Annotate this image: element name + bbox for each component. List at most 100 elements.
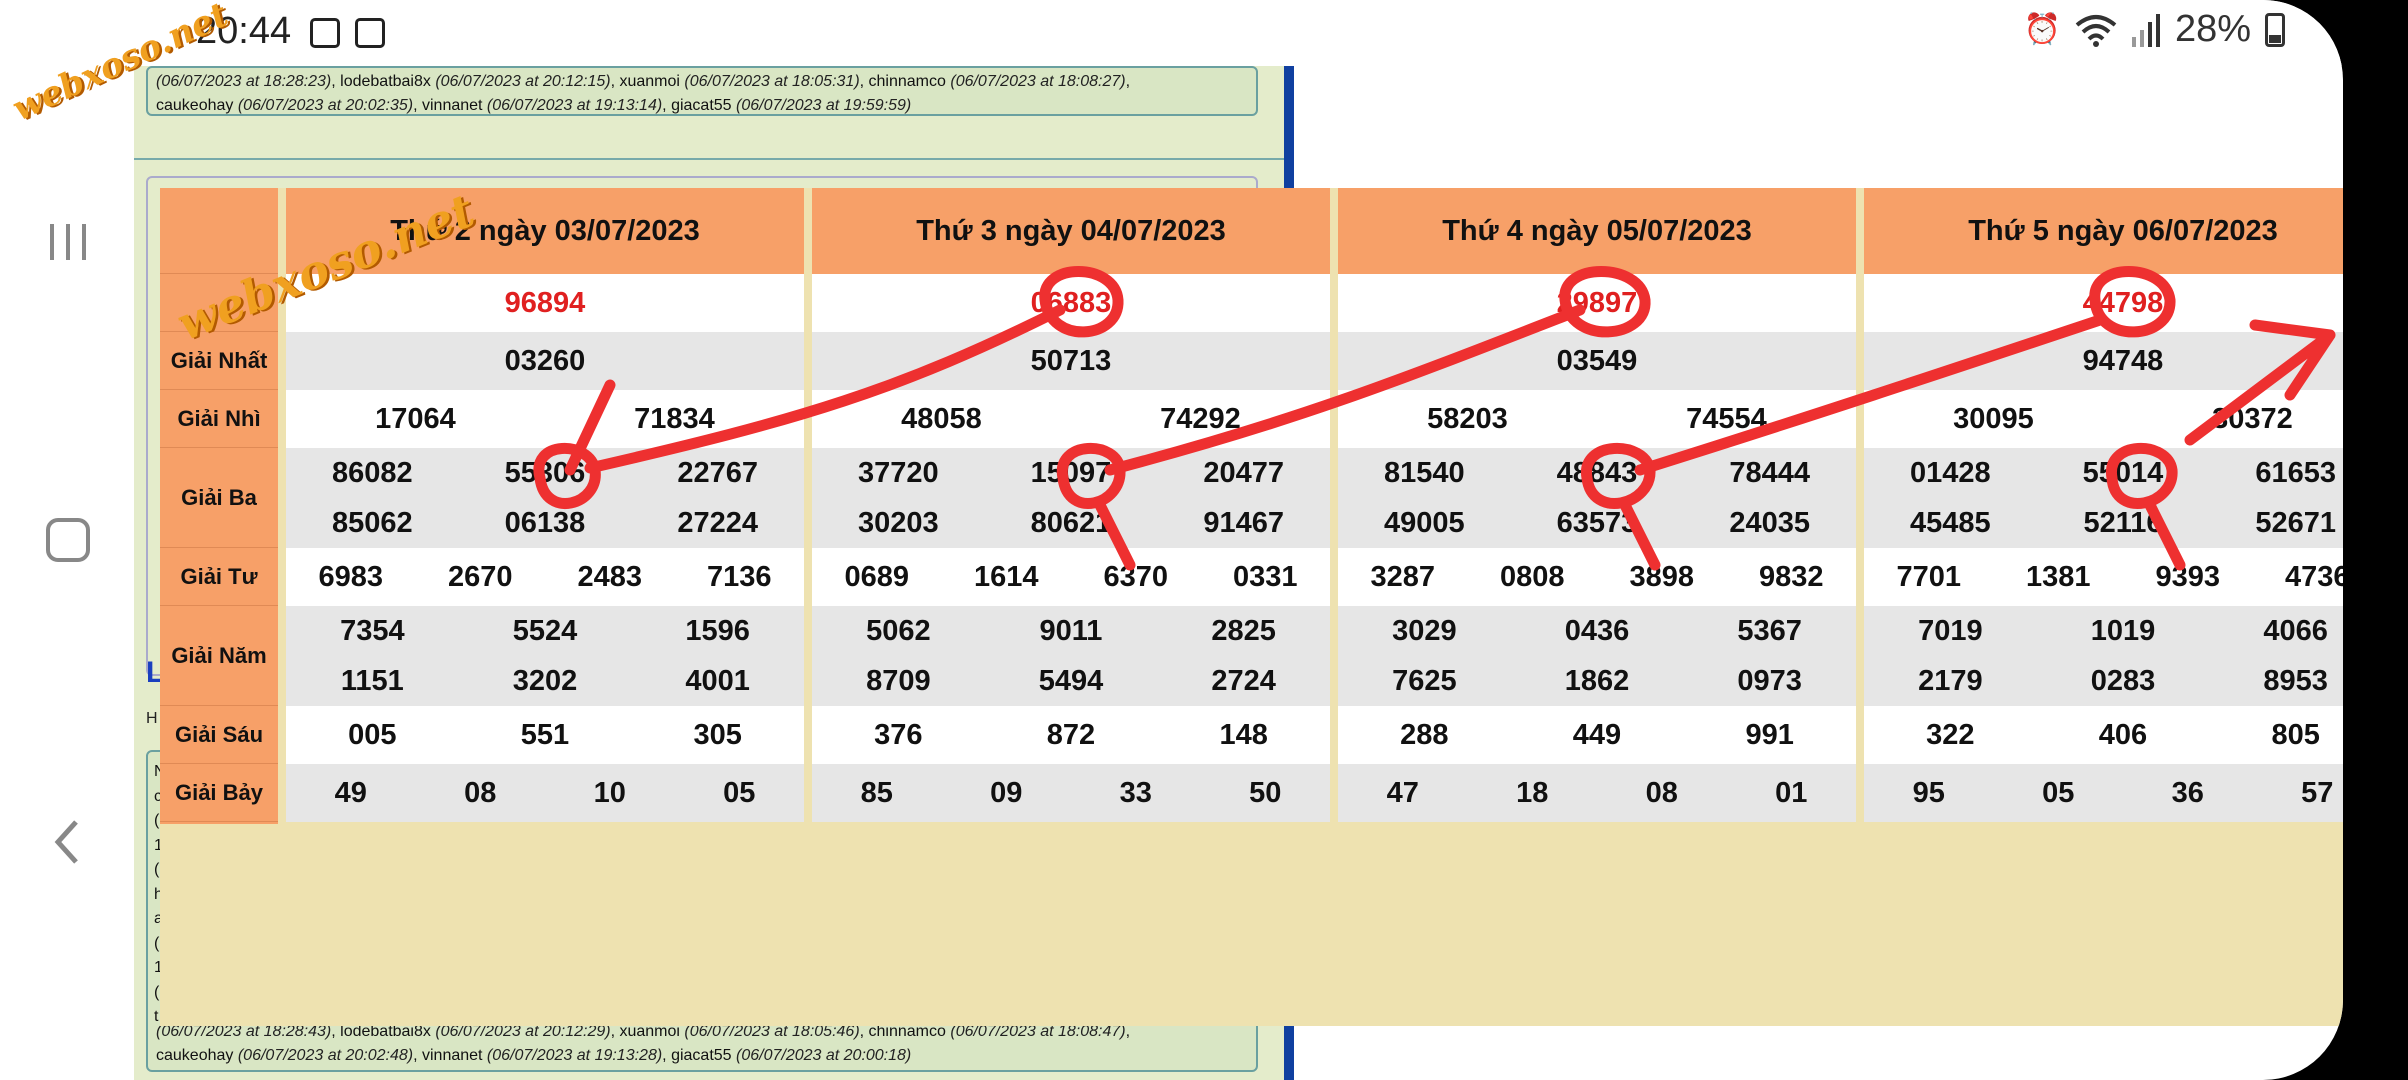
comment-fragment: c [154,787,162,805]
day-header: Thứ 4 ngày 05/07/2023 [1338,188,1856,274]
recent-apps-icon[interactable] [38,216,98,276]
prize-number: 08 [464,776,497,809]
comment-time: (06/07/2023 at 20:02:35) [237,97,414,114]
prize-number: 6983 [318,560,383,593]
prize-row-ba: 01428 55014 61653 45485 52116 52671 [1864,448,2343,548]
prize-number: 2825 [1211,614,1276,647]
comment-user: , xuanmoi [610,1023,685,1040]
back-icon[interactable] [38,818,98,878]
prize-number: 3287 [1370,560,1435,593]
prize-number: 0689 [844,560,909,593]
prize-number: 71834 [634,402,715,435]
prize-number: 449 [1572,718,1622,751]
prize-row-ba: 86082 55306 22767 85062 06138 27224 [286,448,804,548]
comment-user: , chinnamco [859,1023,951,1040]
prize-number: 148 [1219,718,1268,751]
prize-number: 1862 [1564,664,1630,697]
prize-number: 872 [1046,718,1096,751]
prize-number: 7019 [1918,614,1983,647]
prize-row-sau: 376 872 148 [812,706,1330,764]
prize-number: 551 [520,718,570,751]
comment-user: , lodebatbai8x [331,73,436,90]
prize-number: 45485 [1910,506,1991,539]
prize-number: 49 [334,776,367,809]
comment-user: , lodebatbai8x [331,1023,436,1040]
prize-number: 30372 [2212,402,2293,435]
status-icons: ⏰ 28% [2024,8,2285,51]
prize-number: 0436 [1564,614,1630,647]
row-label: Giải Ba [160,448,278,548]
day-column: Thứ 4 ngày 05/07/2023 29897 03549 58203 7455… [1330,188,1856,824]
prize-number: 4736 [2284,560,2343,593]
prize-number: 0331 [1232,560,1298,593]
prize-number: 3898 [1629,560,1694,593]
prize-row-special: 06883 [812,274,1330,332]
prize-number: 78444 [1729,456,1810,489]
prize-row-nhi: 58203 74554 [1338,390,1856,448]
prize-number: 57 [2301,776,2334,809]
prize-number: 09 [990,776,1023,809]
comment-user: , xuanmoi [610,73,685,90]
prize-number: 2179 [1918,664,1983,697]
home-icon[interactable] [38,516,98,576]
prize-number: 6370 [1103,560,1168,593]
prize-row-bay: 47 18 08 01 [1338,764,1856,822]
prize-number: 55306 [504,456,586,489]
comment-line: (06/07/2023 at 18:28:23), lodebatbai8x (… [156,70,1248,94]
gallery-icon [355,18,385,48]
prize-number: 17064 [375,402,456,435]
prize-row-bay: 49 08 10 05 [286,764,804,822]
comment-fragment: ( [154,861,160,878]
prize-number: 376 [874,718,923,751]
comment-sep: , [1125,1023,1131,1040]
comment-time: (06/07/2023 at 18:28:23) [156,73,332,90]
prize-number: 7354 [340,614,405,647]
prize-row-sau: 288 449 991 [1338,706,1856,764]
row-label [160,274,278,332]
row-label: Giải Năm [160,606,278,706]
comment-time: (06/07/2023 at 18:05:31) [684,73,860,90]
prize-row-nhat: 03260 [286,332,804,390]
row-label: Giải Nhất [160,332,278,390]
prize-number: 08 [1645,776,1678,809]
prize-number: 52116 [2083,506,2163,539]
prize-number: 5494 [1038,664,1104,697]
day-header: Thứ 5 ngày 06/07/2023 [1864,188,2343,274]
prize-number: 58203 [1427,402,1508,435]
prize-number: 85062 [332,506,413,539]
calendar-icon [310,18,340,48]
day-column: Thứ 3 ngày 04/07/2023 06883 50713 48058 7429… [804,188,1330,824]
battery-icon [2265,12,2285,47]
wifi-icon [2075,14,2117,47]
alarm-icon: ⏰ [2023,13,2061,46]
prize-number: 01 [1775,776,1808,809]
comment-fragment: 1 [154,959,163,976]
comment-time: (06/07/2023 at 19:59:59) [736,97,912,114]
prize-number: 48843 [1556,456,1638,489]
prize-number: 7625 [1392,664,1457,697]
prize-row-nam: 7019 1019 4066 2179 0283 8953 [1864,606,2343,706]
comment-user: , vinnanet [413,97,487,114]
prize-number: 0283 [2090,664,2156,697]
prize-row-tu: 3287 0808 3898 9832 [1338,548,1856,606]
prize-row-bay: 85 09 33 50 [812,764,1330,822]
prize-row-nhi: 48058 74292 [812,390,1330,448]
prize-number: 55014 [2082,456,2164,489]
prize-number: 305 [693,718,742,751]
row-label: Giải Nhì [160,390,278,448]
prize-number: 805 [2271,718,2320,751]
prize-row-special: 44798 [1864,274,2343,332]
special-prize-number: 44798 [2082,286,2164,319]
prize-number: 9393 [2155,560,2220,593]
side-link[interactable]: L [146,656,165,689]
prize-number: 9011 [1039,614,1103,647]
prize-number: 4066 [2263,614,2328,647]
navigation-bar [0,66,134,1080]
prize-row-tu: 0689 1614 6370 0331 [812,548,1330,606]
comment-line: caukeohay (06/07/2023 at 20:02:35), vinn… [156,94,1248,118]
comment-time: (06/07/2023 at 20:02:48) [237,1047,414,1064]
prize-row-nhi: 30095 30372 [1864,390,2343,448]
prize-number: 74554 [1686,402,1767,435]
prize-number: 27224 [677,506,758,539]
prize-number: 03260 [504,344,586,377]
